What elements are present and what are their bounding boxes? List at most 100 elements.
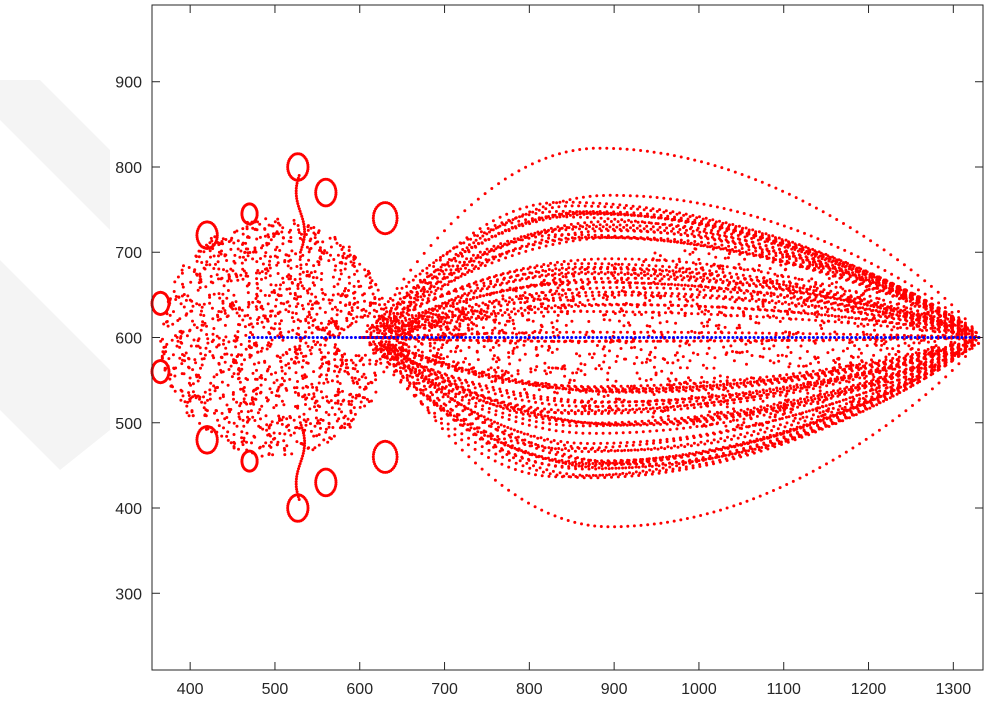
red-point: [566, 232, 570, 236]
red-point: [512, 307, 516, 311]
red-point: [624, 466, 628, 470]
red-point: [745, 281, 749, 285]
red-point: [688, 242, 692, 246]
red-point: [598, 212, 602, 216]
red-point: [882, 298, 886, 302]
red-point: [556, 417, 560, 421]
red-point: [858, 362, 861, 366]
red-point: [452, 414, 456, 418]
red-point: [808, 250, 812, 254]
red-point: [857, 393, 861, 397]
red-point: [694, 396, 698, 400]
red-point: [493, 459, 497, 463]
red-point: [556, 442, 560, 446]
red-point: [490, 422, 494, 426]
red-point: [704, 457, 708, 461]
red-point: [467, 455, 471, 459]
red-point: [668, 455, 671, 458]
red-point: [494, 234, 497, 238]
red-point: [392, 314, 396, 318]
red-point: [548, 451, 552, 455]
watermark-stripe: [0, 80, 110, 470]
red-point: [792, 388, 796, 392]
red-point: [909, 307, 913, 311]
red-point: [688, 425, 692, 429]
red-point: [820, 270, 823, 274]
red-point: [633, 420, 637, 424]
red-point: [525, 205, 529, 209]
red-point: [450, 258, 454, 262]
red-point: [752, 398, 756, 402]
red-point: [507, 249, 511, 253]
red-point: [580, 522, 583, 526]
red-point: [710, 294, 714, 298]
red-point: [799, 311, 803, 315]
red-point: [892, 294, 896, 298]
red-point: [412, 393, 416, 397]
red-point: [580, 230, 584, 234]
red-point: [597, 339, 601, 343]
red-point: [388, 358, 392, 362]
red-point: [612, 330, 616, 334]
red-point: [721, 280, 725, 283]
red-point: [398, 297, 402, 301]
red-point: [501, 406, 505, 410]
red-point: [666, 214, 670, 218]
red-point: [676, 445, 680, 449]
red-point: [601, 389, 605, 393]
red-point: [923, 292, 927, 296]
red-point: [556, 339, 560, 343]
red-point: [851, 446, 855, 450]
red-point: [667, 418, 670, 421]
red-point: [758, 308, 762, 312]
red-point: [722, 421, 726, 425]
red-point: [705, 276, 709, 280]
red-point: [488, 402, 492, 406]
red-point: [446, 283, 450, 287]
red-point: [569, 454, 573, 458]
red-point: [895, 322, 899, 326]
red-point: [594, 302, 598, 306]
red-point: [475, 396, 479, 400]
red-point: [571, 212, 575, 216]
red-point: [838, 400, 841, 404]
red-point: [691, 261, 695, 265]
red-point: [719, 339, 723, 343]
red-point: [752, 410, 755, 414]
red-point: [413, 305, 417, 309]
red-point: [780, 339, 784, 342]
red-point: [515, 268, 519, 272]
red-point: [716, 440, 720, 444]
red-point: [391, 324, 394, 328]
red-point: [533, 240, 537, 244]
red-point: [754, 231, 758, 235]
red-point: [608, 389, 612, 393]
red-point: [528, 414, 532, 418]
red-point: [575, 213, 579, 217]
red-point: [559, 440, 563, 443]
red-point: [804, 410, 808, 414]
red-point: [710, 305, 714, 309]
red-point: [427, 374, 431, 378]
red-point: [376, 331, 380, 335]
red-point: [607, 262, 611, 266]
red-point: [648, 468, 652, 472]
red-point: [647, 419, 651, 423]
red-point: [798, 476, 802, 480]
red-point: [848, 265, 852, 269]
red-point: [632, 148, 636, 152]
red-point: [639, 229, 643, 233]
red-point: [416, 284, 420, 288]
red-point: [540, 462, 544, 466]
red-point: [546, 304, 550, 308]
red-point: [500, 252, 504, 256]
red-point: [520, 470, 524, 474]
red-point: [505, 406, 509, 409]
red-point: [695, 384, 699, 388]
red-point: [632, 213, 636, 217]
red-point: [621, 431, 625, 435]
red-point: [545, 201, 549, 205]
red-point: [580, 464, 584, 468]
red-point: [721, 270, 725, 274]
red-point: [410, 314, 414, 317]
